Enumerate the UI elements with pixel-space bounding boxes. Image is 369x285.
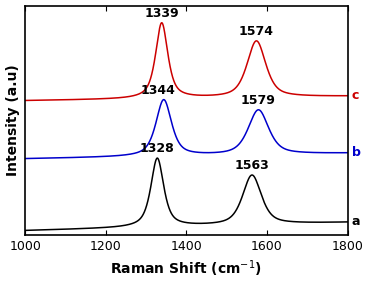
Text: a: a [352,215,360,229]
Text: b: b [352,146,361,159]
Text: 1344: 1344 [140,84,175,97]
Text: 1574: 1574 [239,25,274,38]
Text: c: c [352,89,359,102]
Y-axis label: Intensity (a.u): Intensity (a.u) [6,65,20,176]
Text: 1339: 1339 [144,7,179,20]
Text: 1563: 1563 [235,159,269,172]
Text: 1579: 1579 [241,94,276,107]
X-axis label: Raman Shift (cm$^{-1}$): Raman Shift (cm$^{-1}$) [110,259,262,280]
Text: 1328: 1328 [140,142,175,155]
